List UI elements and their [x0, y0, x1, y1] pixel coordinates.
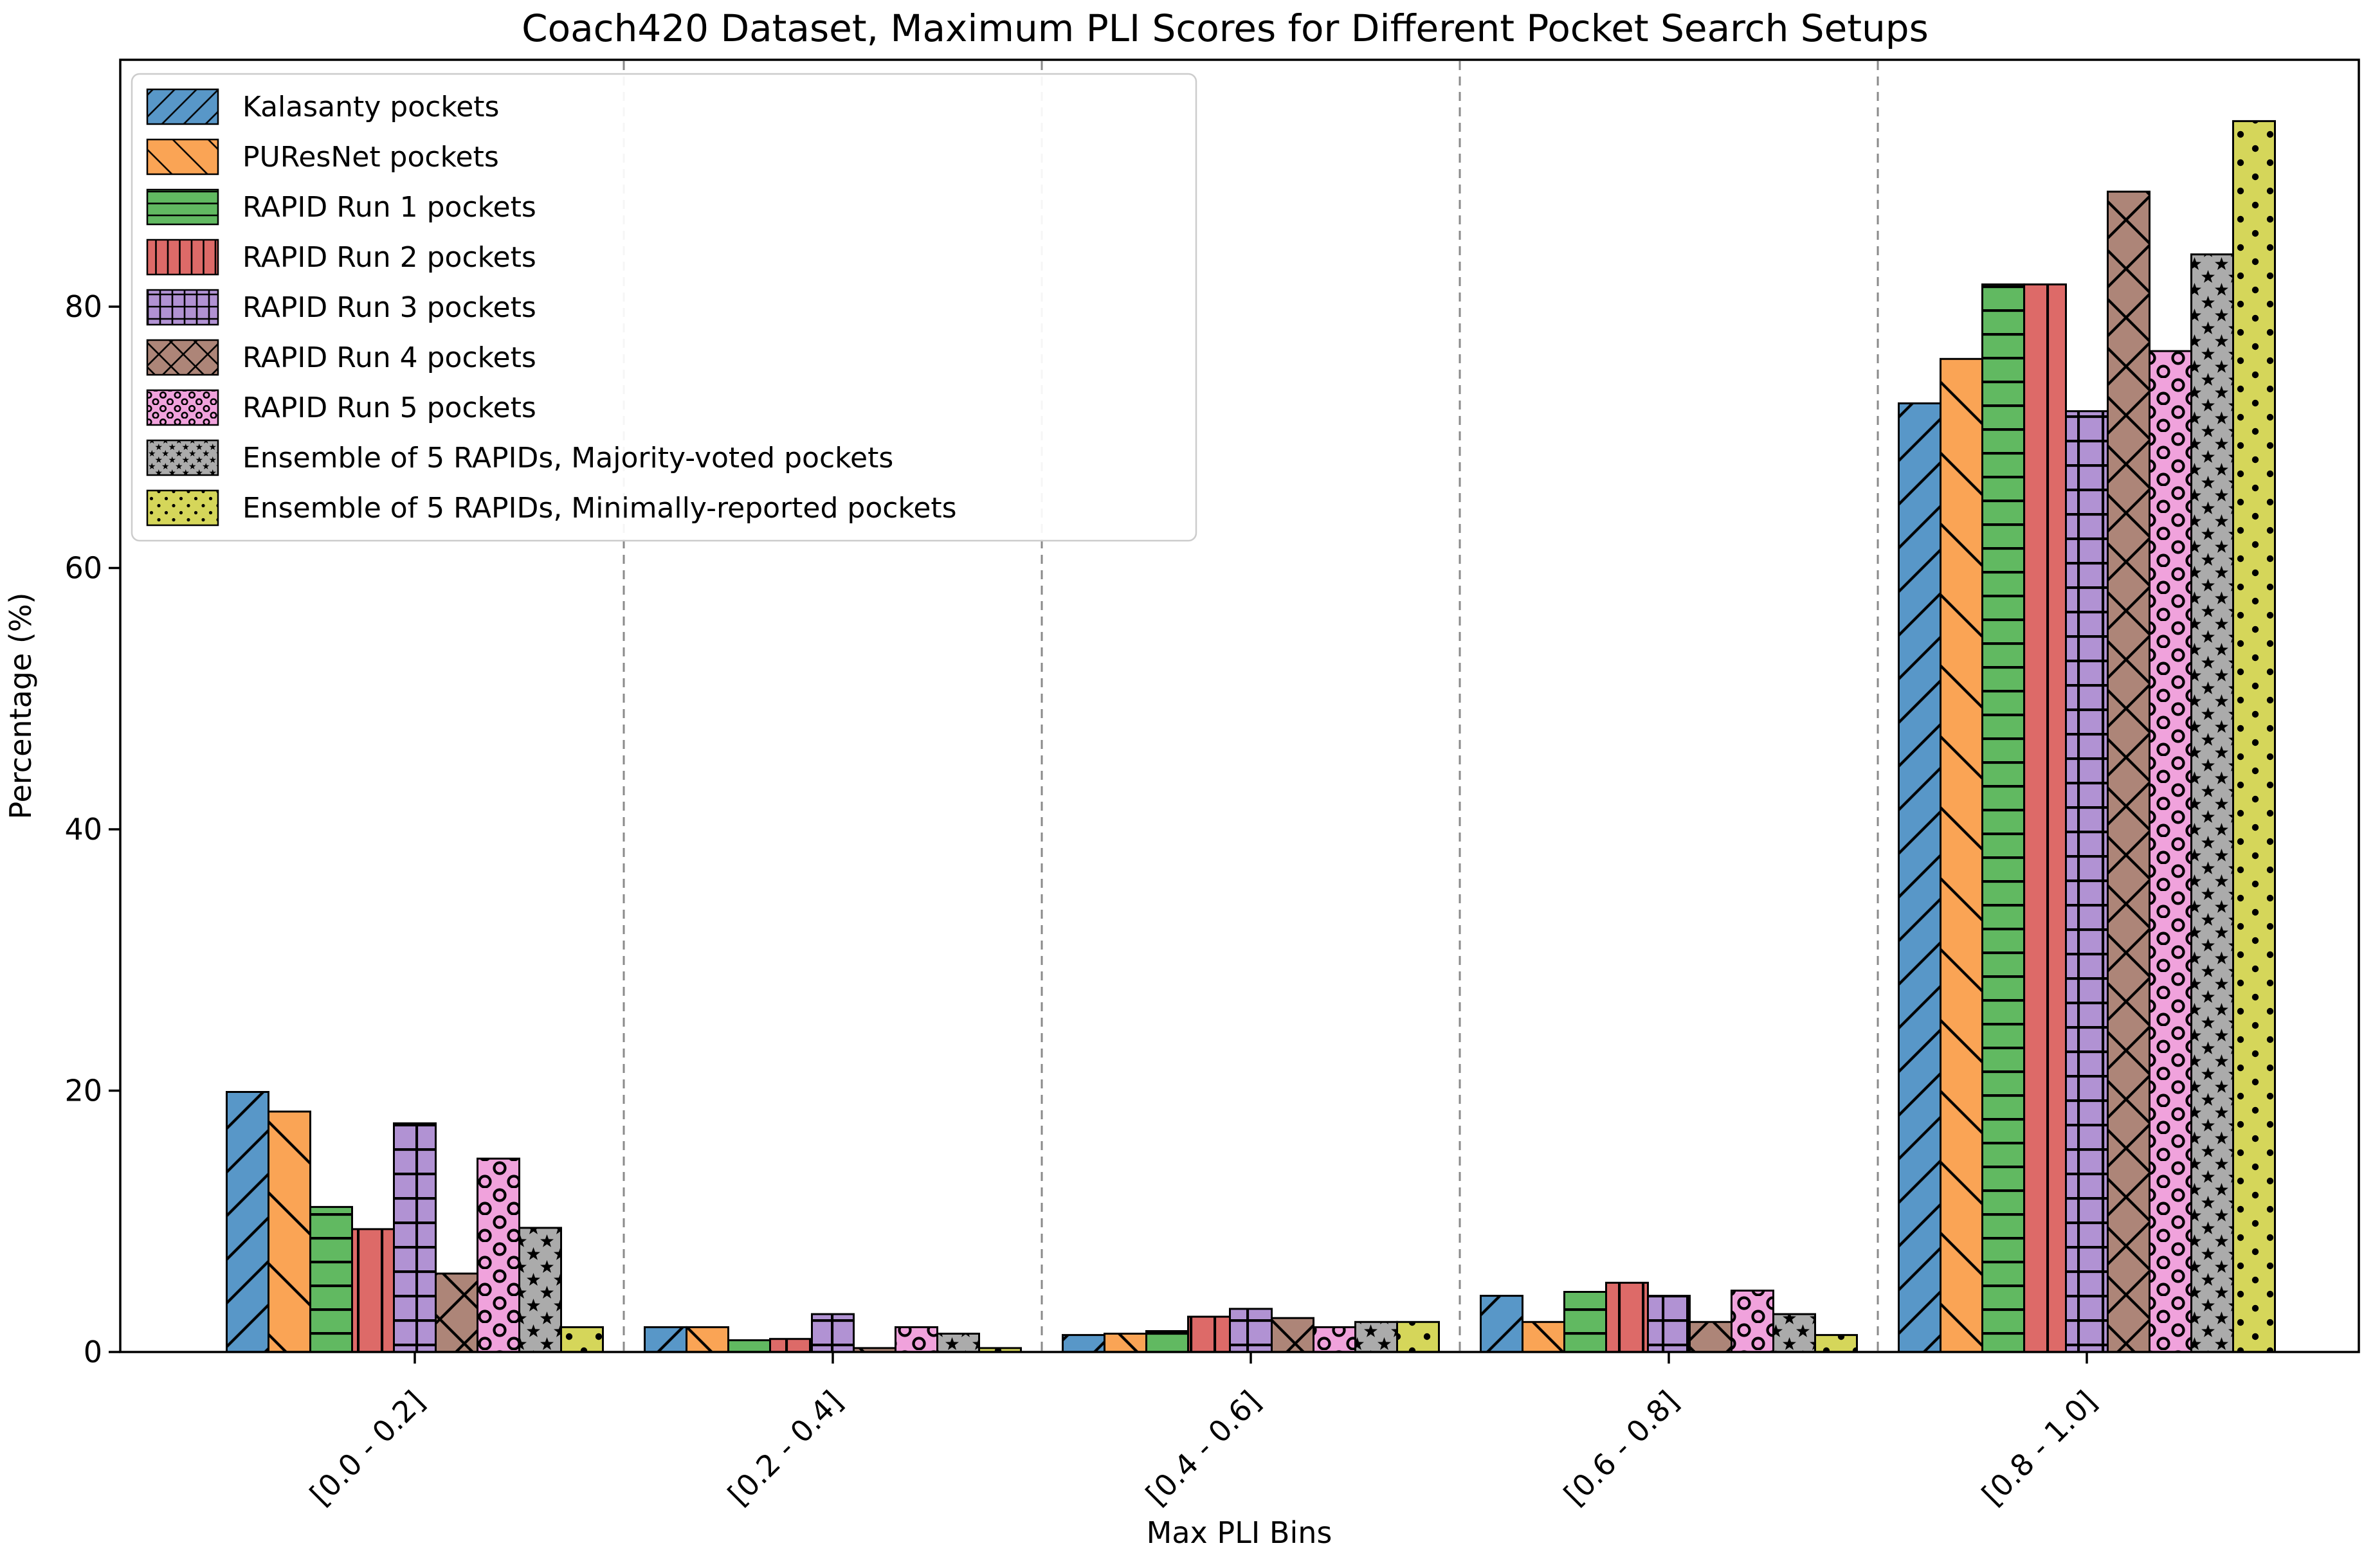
x-tick-label: [0.2 - 0.4] [721, 1384, 849, 1512]
bar-series8-bin3 [1354, 1320, 1398, 1353]
bar-series7-bin5 [2149, 350, 2192, 1353]
legend-label: RAPID Run 4 pockets [242, 341, 536, 374]
bar-series3-bin1 [309, 1205, 353, 1353]
y-tick-label: 40 [64, 812, 102, 847]
legend-box [131, 73, 1197, 542]
legend-swatch-grid-icon [146, 289, 219, 326]
bar-series8-bin4 [1772, 1313, 1816, 1353]
bar-series8-bin5 [2190, 253, 2234, 1353]
bar-series2-bin1 [268, 1110, 311, 1353]
bar-series1-bin5 [1898, 402, 1941, 1353]
bar-series3-bin3 [1145, 1330, 1189, 1353]
legend-label: RAPID Run 2 pockets [242, 241, 536, 274]
bar-series1-bin1 [226, 1091, 269, 1353]
x-tick-label: [0.0 - 0.2] [303, 1384, 431, 1512]
bar-series5-bin4 [1647, 1295, 1691, 1353]
bar-series6-bin5 [2107, 190, 2150, 1353]
legend-label: Ensemble of 5 RAPIDs, Majority-voted poc… [242, 442, 893, 474]
legend-swatch-vertical-icon [146, 239, 219, 276]
bar-series7-bin2 [895, 1326, 938, 1353]
y-tick-label: 80 [64, 289, 102, 324]
bar-series5-bin3 [1229, 1308, 1273, 1353]
bar-series1-bin3 [1062, 1334, 1105, 1353]
bar-series8-bin2 [936, 1333, 980, 1353]
x-tick-label: [0.6 - 0.8] [1557, 1384, 1685, 1512]
x-tick-label: [0.8 - 1.0] [1975, 1384, 2103, 1512]
legend-swatch-circle-icon [146, 389, 219, 426]
bar-series6-bin4 [1689, 1320, 1732, 1353]
bar-series5-bin2 [811, 1313, 855, 1353]
y-tick-label: 0 [84, 1335, 102, 1369]
bar-series7-bin1 [477, 1157, 520, 1353]
x-axis-title: Max PLI Bins [1147, 1515, 1332, 1550]
bar-series2-bin4 [1522, 1320, 1565, 1353]
bar-series1-bin4 [1480, 1295, 1523, 1353]
plot-frame [119, 59, 2360, 1353]
bar-series5-bin5 [2065, 410, 2109, 1353]
legend-swatch-cross-icon [146, 339, 219, 376]
bar-series7-bin4 [1731, 1290, 1774, 1353]
bar-series9-bin4 [1814, 1334, 1858, 1353]
bar-series2-bin2 [686, 1326, 729, 1353]
bar-series1-bin2 [644, 1326, 687, 1353]
legend-swatch-star-icon [146, 439, 219, 476]
legend-label: RAPID Run 5 pockets [242, 392, 536, 424]
legend-swatch-diagonal-forward-icon [146, 88, 219, 125]
legend-label: Kalasanty pockets [242, 91, 499, 123]
bar-series2-bin5 [1940, 357, 1983, 1353]
y-tick-label: 60 [64, 551, 102, 586]
x-tick-label: [0.4 - 0.6] [1139, 1384, 1267, 1512]
legend-label: PUResNet pockets [242, 141, 499, 174]
y-tick-label: 20 [64, 1074, 102, 1108]
bar-series3-bin5 [1981, 283, 2025, 1353]
bar-series5-bin1 [393, 1122, 437, 1353]
legend-swatch-diagonal-back-icon [146, 138, 219, 176]
bar-series4-bin4 [1605, 1281, 1649, 1353]
bar-series8-bin1 [518, 1227, 562, 1353]
bar-series4-bin2 [769, 1338, 813, 1353]
bar-series9-bin3 [1396, 1320, 1440, 1353]
bar-series9-bin5 [2232, 120, 2276, 1353]
bar-series4-bin3 [1187, 1315, 1231, 1353]
legend: Kalasanty pockets PUResNet pockets RAPID R… [131, 73, 1197, 542]
y-axis-title: Percentage (%) [3, 593, 38, 820]
bar-series9-bin1 [560, 1326, 604, 1353]
bar-series4-bin1 [351, 1228, 395, 1353]
bar-series7-bin3 [1313, 1326, 1356, 1353]
bar-series6-bin3 [1271, 1317, 1314, 1353]
legend-label: Ensemble of 5 RAPIDs, Minimally-reported… [242, 492, 957, 525]
bar-series4-bin5 [2023, 283, 2067, 1353]
chart-title: Coach420 Dataset, Maximum PLI Scores for… [522, 6, 1929, 50]
bar-series3-bin4 [1563, 1291, 1607, 1353]
bar-series3-bin2 [727, 1339, 771, 1353]
legend-swatch-dot-icon [146, 489, 219, 527]
legend-swatch-horizontal-icon [146, 188, 219, 226]
bars-layer [226, 120, 2276, 1353]
bar-series6-bin1 [435, 1272, 478, 1353]
legend-label: RAPID Run 1 pockets [242, 191, 536, 224]
legend-label: RAPID Run 3 pockets [242, 291, 536, 324]
bar-series2-bin3 [1104, 1333, 1147, 1353]
